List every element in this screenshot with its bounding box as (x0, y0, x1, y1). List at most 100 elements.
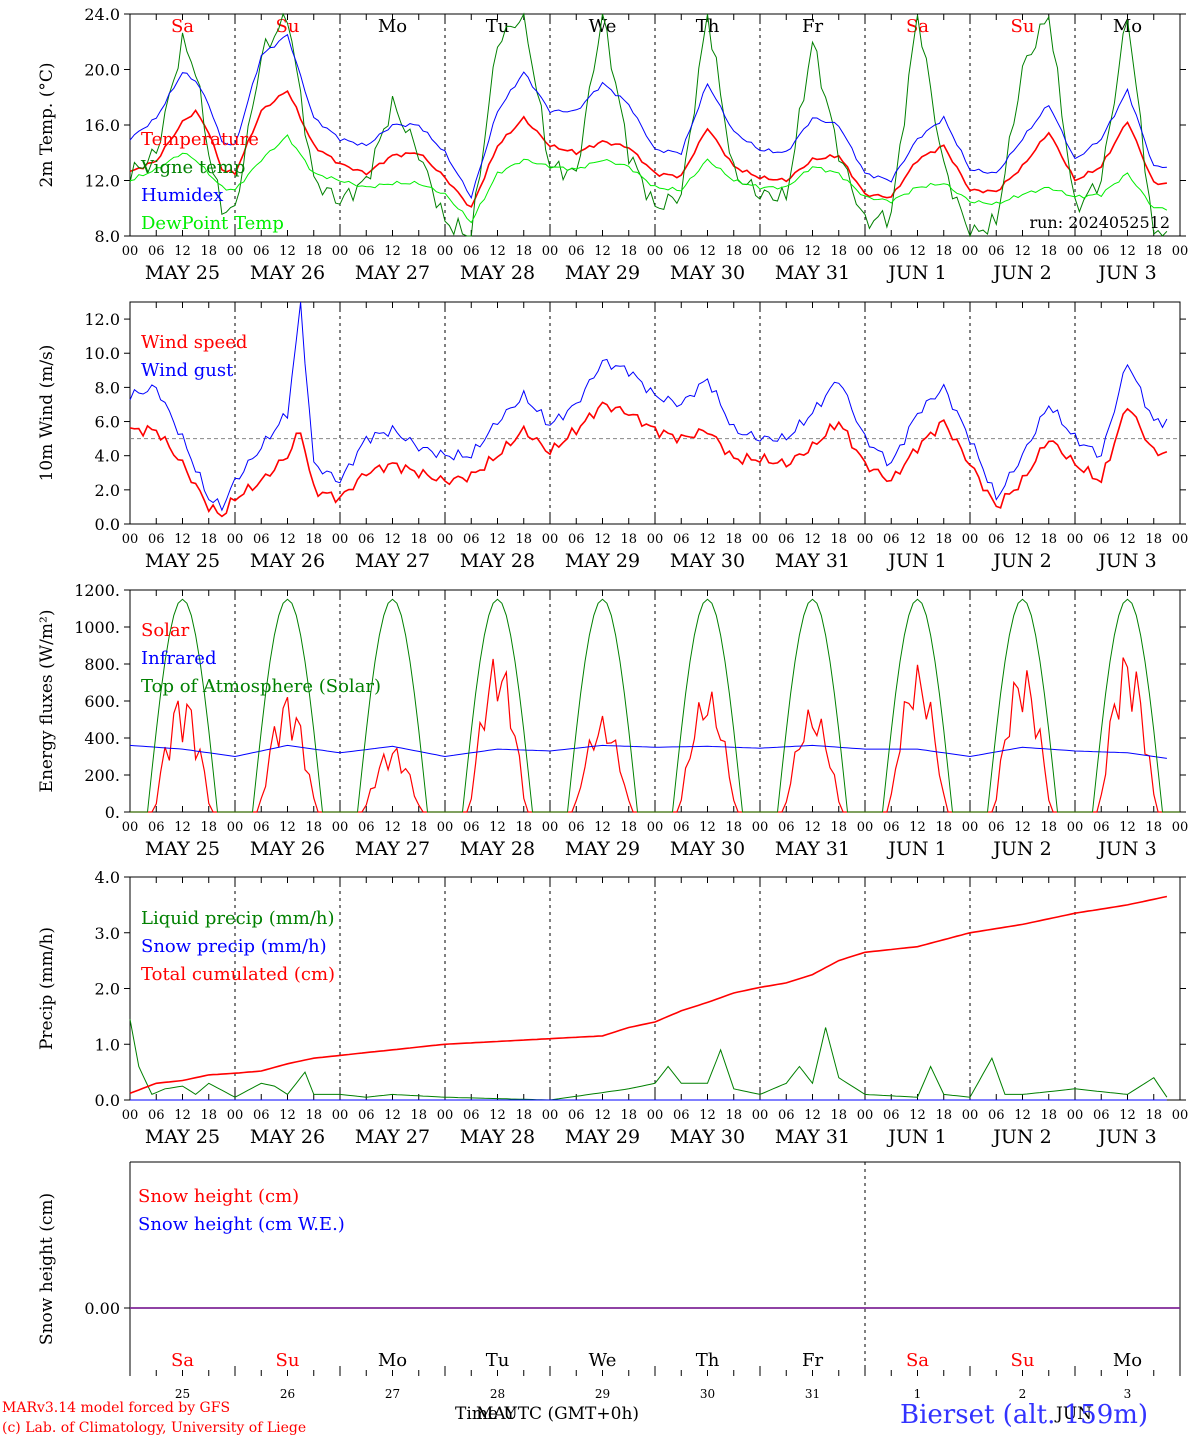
hour-tick-label: 18 (1145, 244, 1162, 259)
hour-tick-label: 00 (227, 532, 244, 547)
day-number: 28 (490, 1387, 505, 1401)
hour-tick-label: 18 (935, 244, 952, 259)
hour-tick-label: 12 (489, 532, 506, 547)
hour-tick-label: 12 (594, 1108, 611, 1123)
hour-tick-label: 00 (962, 244, 979, 259)
hour-tick-label: 00 (437, 1108, 454, 1123)
hour-tick-label: 06 (358, 820, 375, 835)
hour-tick-label: 06 (673, 820, 690, 835)
hour-tick-label: 12 (594, 532, 611, 547)
day-name: Mo (378, 16, 407, 37)
hour-tick-label: 00 (122, 820, 139, 835)
day-name: Su (1011, 1350, 1035, 1371)
hour-tick-label: 18 (935, 1108, 952, 1123)
hour-tick-label: 18 (200, 1108, 217, 1123)
day-number: 25 (175, 1387, 190, 1401)
legend-entry: DewPoint Temp (141, 213, 284, 234)
day-name: Sa (906, 16, 929, 37)
legend-entry: Solar (141, 620, 190, 641)
hour-tick-label: 00 (227, 244, 244, 259)
hour-tick-label: 00 (437, 820, 454, 835)
day-number: 31 (805, 1387, 820, 1401)
hour-tick-label: 12 (174, 532, 191, 547)
date-label: JUN 3 (1096, 838, 1156, 860)
hour-tick-label: 18 (830, 820, 847, 835)
hour-tick-label: 18 (515, 244, 532, 259)
panel-frame-0 (129, 13, 1181, 237)
hour-tick-label: 12 (699, 244, 716, 259)
run-annotation: run: 2024052512 (1029, 213, 1170, 232)
day-name: Fr (802, 16, 823, 37)
bottom-month-jun: JUN (1056, 1404, 1093, 1424)
date-label: JUN 1 (886, 262, 946, 284)
date-label: MAY 25 (145, 1126, 220, 1148)
hour-tick-label: 18 (830, 244, 847, 259)
hour-tick-label: 06 (463, 244, 480, 259)
hour-tick-label: 06 (463, 532, 480, 547)
legend-entry: Vigne temp (140, 157, 245, 178)
series-line (129, 89, 1168, 208)
hour-tick-label: 06 (253, 244, 270, 259)
date-label: MAY 30 (670, 550, 745, 572)
day-name: Su (276, 1350, 300, 1371)
hour-tick-label: 06 (988, 1108, 1005, 1123)
hour-tick-label: 12 (804, 820, 821, 835)
y-tick-label: 10.0 (84, 344, 120, 363)
day-name: Tu (486, 1350, 510, 1371)
series-line (129, 12, 1168, 238)
hour-tick-label: 00 (1172, 532, 1189, 547)
day-number: 26 (280, 1387, 295, 1401)
y-tick-label: 2.0 (95, 481, 120, 500)
hour-tick-label: 00 (1067, 532, 1084, 547)
day-name: Mo (378, 1350, 407, 1371)
hour-tick-label: 12 (489, 1108, 506, 1123)
hour-tick-label: 00 (542, 244, 559, 259)
hour-tick-label: 18 (725, 820, 742, 835)
hour-tick-label: 06 (463, 1108, 480, 1123)
legend-entry: Top of Atmosphere (Solar) (141, 676, 381, 697)
date-label: MAY 28 (460, 550, 535, 572)
y-tick-label: 400. (84, 729, 120, 748)
day-number: 3 (1124, 1387, 1132, 1401)
y-tick-label: 0.0 (95, 515, 120, 534)
hour-tick-label: 18 (515, 1108, 532, 1123)
hour-tick-label: 12 (384, 532, 401, 547)
hour-tick-label: 00 (857, 1108, 874, 1123)
hour-tick-label: 00 (647, 820, 664, 835)
day-name: Th (696, 16, 720, 37)
hour-tick-label: 00 (1067, 820, 1084, 835)
legend-entry: Snow precip (mm/h) (141, 936, 327, 957)
date-label: MAY 29 (565, 838, 640, 860)
hour-tick-label: 18 (410, 820, 427, 835)
hour-tick-label: 18 (410, 532, 427, 547)
hour-tick-label: 18 (1040, 532, 1057, 547)
legend-entry: Humidex (141, 185, 223, 206)
time-axis-label: Time UTC (GMT+0h) (455, 1404, 640, 1424)
day-name: Su (276, 16, 300, 37)
day-name: Mo (1113, 1350, 1142, 1371)
hour-tick-label: 12 (699, 1108, 716, 1123)
y-tick-label: 12.0 (84, 172, 120, 191)
date-label: MAY 25 (145, 550, 220, 572)
legend-entry: Wind gust (141, 360, 234, 381)
hour-tick-label: 00 (227, 820, 244, 835)
hour-tick-label: 00 (437, 244, 454, 259)
y-tick-label: 1200. (74, 581, 120, 600)
hour-tick-label: 18 (305, 532, 322, 547)
hour-tick-label: 06 (148, 1108, 165, 1123)
y-tick-label: 6.0 (95, 413, 120, 432)
date-label: MAY 29 (565, 550, 640, 572)
y-tick-label: 8.0 (95, 378, 120, 397)
hour-tick-label: 06 (778, 532, 795, 547)
series-line (129, 302, 1168, 512)
y-tick-label: 16.0 (84, 116, 120, 135)
y-tick-label: 0.00 (84, 1299, 120, 1318)
hour-tick-label: 12 (384, 820, 401, 835)
hour-tick-label: 18 (620, 1108, 637, 1123)
hour-tick-label: 00 (542, 1108, 559, 1123)
hour-tick-label: 12 (1014, 1108, 1031, 1123)
hour-tick-label: 18 (1040, 1108, 1057, 1123)
hour-tick-label: 06 (463, 820, 480, 835)
hour-tick-label: 12 (804, 1108, 821, 1123)
hour-tick-label: 00 (647, 244, 664, 259)
